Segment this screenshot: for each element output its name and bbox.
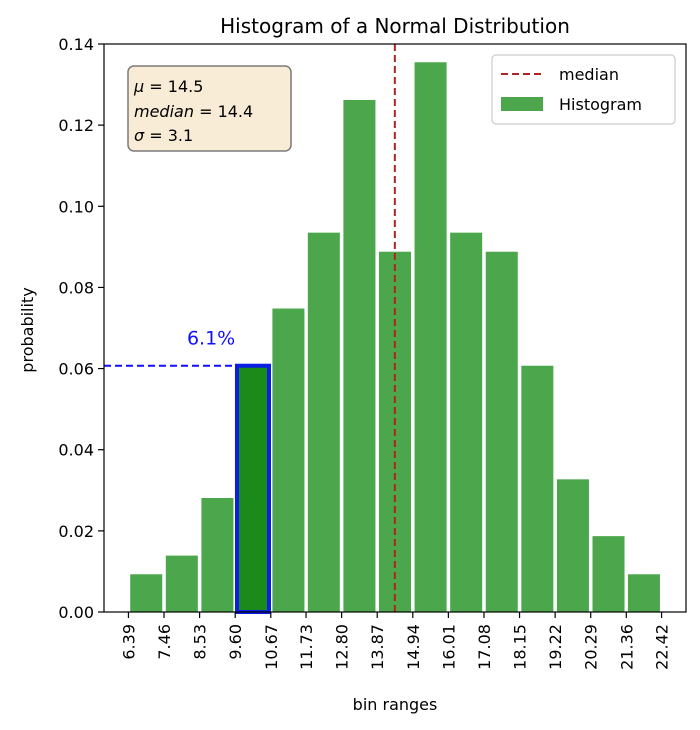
histogram-bar [130,574,163,612]
legend-histogram-swatch [501,97,543,111]
histogram-bar [627,574,660,612]
stat-mean-symbol: μ [133,77,144,96]
highlighted-bar [234,363,272,614]
plot-frame [103,43,687,613]
x-tick-label: 22.42 [653,624,672,670]
stats-box: μ = 14.5 median = 14.4 σ = 3.1 [127,65,292,152]
y-axis-ticks: 0.00 0.02 0.04 0.06 0.08 0.10 0.12 0.14 [58,35,104,622]
x-tick-label: 13.87 [368,624,387,670]
y-tick-label: 0.14 [58,35,94,54]
x-tick-label: 9.60 [226,624,245,660]
histogram-bar [450,232,483,612]
highlight-layer: 6.1% [104,328,272,614]
x-tick-label: 17.08 [475,624,494,670]
x-tick-label: 12.80 [333,624,352,670]
histogram-bar [521,365,554,612]
legend-histogram-label: Histogram [559,95,642,114]
histogram-bar [556,479,589,612]
y-tick-label: 0.00 [58,603,94,622]
y-tick-label: 0.08 [58,278,94,297]
y-axis-label: probability [18,287,37,372]
y-tick-label: 0.10 [58,197,94,216]
histogram-bar [201,497,234,612]
stat-median-value: = 14.4 [194,102,253,121]
y-tick-label: 0.06 [58,360,94,379]
x-tick-label: 11.73 [297,624,316,670]
axes [103,43,687,613]
stat-median-symbol: median [134,102,194,121]
y-tick-label: 0.12 [58,116,94,135]
legend-median-label: median [559,65,619,84]
x-tick-label: 18.15 [511,624,530,670]
stats-box-background [127,65,292,152]
stat-sigma-value: = 3.1 [144,126,193,145]
x-tick-label: 8.53 [191,624,210,660]
x-tick-label: 20.29 [582,624,601,670]
x-tick-label: 16.01 [439,624,458,670]
x-tick-label: 6.39 [119,624,138,660]
stat-sigma: σ = 3.1 [134,126,193,145]
x-tick-label: 19.22 [546,624,565,670]
histogram-bar [343,99,376,612]
x-tick-label: 14.94 [404,624,423,670]
stat-sigma-symbol: σ [134,126,145,145]
x-tick-label: 10.67 [262,624,281,670]
x-tick-label: 7.46 [155,624,174,660]
x-axis-label: bin ranges [353,695,438,714]
histogram-bar [592,536,625,612]
x-axis-ticks: 6.39 7.46 8.53 9.60 10.67 11.73 12.80 13.87 14.9… [119,612,672,670]
histogram-bar [485,251,518,612]
stat-mean-value: = 14.5 [144,77,203,96]
histogram-bar [272,308,305,612]
x-tick-label: 21.36 [617,624,636,670]
y-tick-label: 0.02 [58,522,94,541]
highlight-percent-label: 6.1% [187,328,235,350]
stat-median: median = 14.4 [134,102,253,121]
chart-title: Histogram of a Normal Distribution [220,14,570,38]
histogram-bar [165,555,198,612]
legend: median Histogram [491,54,676,125]
histogram-bar [414,62,447,612]
stat-mean: μ = 14.5 [133,77,203,96]
histogram-bar [307,232,340,612]
y-tick-label: 0.04 [58,441,94,460]
